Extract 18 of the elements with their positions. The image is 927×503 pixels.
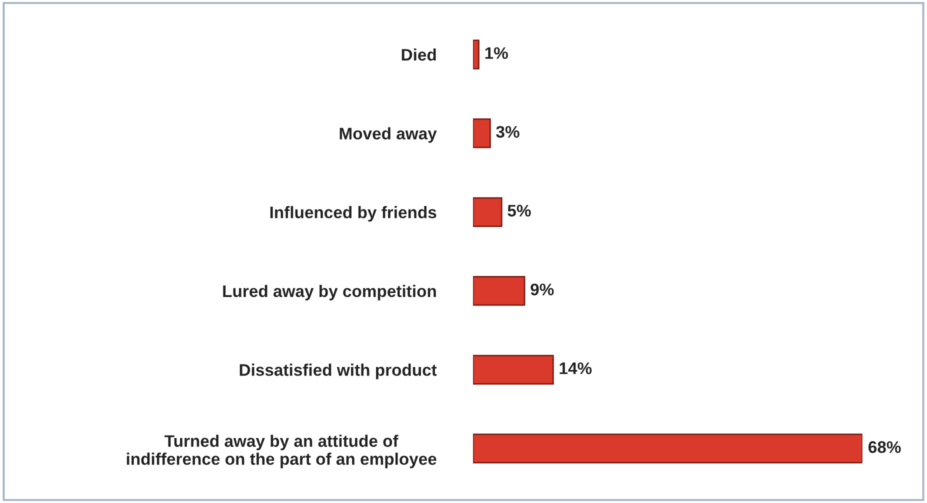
bar (473, 354, 554, 385)
bar (473, 40, 480, 70)
y-tick-label: Dissatisfied with product (240, 364, 437, 380)
data-label: 5% (508, 204, 531, 217)
data-label: 1% (485, 47, 508, 59)
y-tick-label: Turned away by an attitude of indifference on the part of an employee (126, 434, 436, 468)
bar (473, 197, 502, 227)
data-label: 68% (868, 441, 901, 453)
y-tick-label: Influenced by friends (270, 206, 436, 222)
data-label: 9% (530, 284, 554, 296)
y-tick-label: Moved away (340, 127, 437, 143)
bar (473, 276, 526, 306)
data-label: 3% (496, 126, 520, 138)
bar (473, 434, 862, 464)
data-label: 14% (560, 362, 592, 374)
y-tick-label: Died (402, 48, 436, 61)
bar (473, 118, 491, 148)
y-tick-label: Lured away by competition (223, 284, 436, 300)
